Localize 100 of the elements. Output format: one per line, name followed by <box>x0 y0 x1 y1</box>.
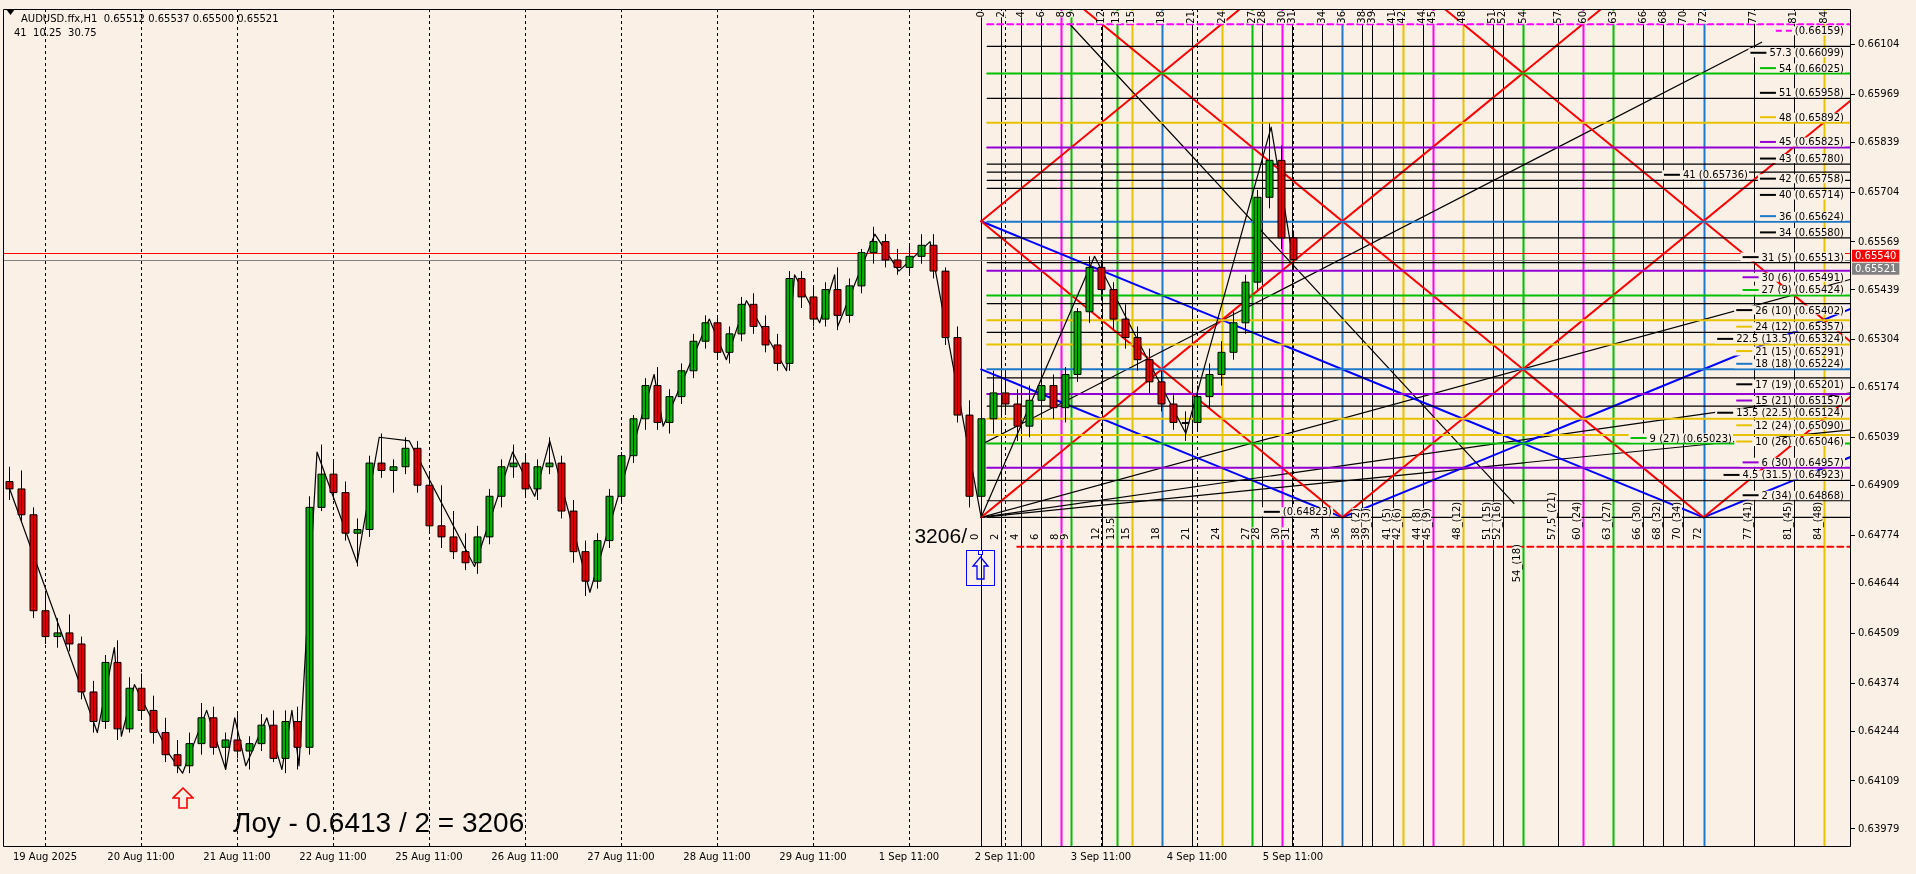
x-tick-label: 4 Sep 11:00 <box>1166 850 1228 862</box>
legend-label: 57.3 (0.66099) <box>1769 47 1845 59</box>
x2-tick-label: 45 <box>1426 11 1438 24</box>
x-tick-label: 27 Aug 11:00 <box>587 850 655 862</box>
y-tick-label: 0.63979 <box>1858 822 1900 834</box>
x2-tick-label: 54 <box>1516 11 1528 24</box>
x2-tick-label: 24 <box>1215 11 1227 24</box>
y-tick-label: 0.64509 <box>1858 626 1900 638</box>
legend-label: (0.64823) <box>1282 506 1333 518</box>
x2-tick-label: 34 <box>1315 11 1327 24</box>
x2-tick-label: 68 <box>1656 11 1668 24</box>
ref-line-label: 0 <box>969 533 981 540</box>
x2-tick-label: 51 <box>1486 11 1498 24</box>
legend-label: 2 (34) (0.64868) <box>1761 489 1845 501</box>
x-tick-label: 1 Sep 11:00 <box>878 850 940 862</box>
ref-line-label: 60_(24) <box>1571 501 1584 540</box>
y-tick-label: 0.65839 <box>1858 135 1900 147</box>
ref-line-label: 15 <box>1119 527 1131 540</box>
x2-tick-label: 28 <box>1255 11 1267 24</box>
ref-line-label: 81_(45) <box>1781 501 1794 540</box>
x2-tick-label: 21 <box>1185 11 1197 24</box>
legend-label: 36 (0.65624) <box>1778 210 1845 222</box>
y-tick-label: 0.65569 <box>1858 235 1900 247</box>
ref-line-label: 63_(27) <box>1601 501 1614 540</box>
text: 41 10.25 30.75 <box>14 27 97 38</box>
legend-label: 54 (0.66025) <box>1778 62 1845 74</box>
y-tick-label: 0.66104 <box>1858 38 1900 50</box>
x2-tick-label: 44 <box>1416 11 1428 24</box>
ref-line-label: 31 <box>1280 527 1292 540</box>
x2-tick-label: 38 <box>1356 11 1368 24</box>
legend-label: 31 (5) (0.65513) <box>1761 251 1845 263</box>
legend-label: 30 (6) (0.65491) <box>1761 271 1845 283</box>
y-tick-label: 0.65174 <box>1858 381 1900 393</box>
x-tick-label: 28 Aug 11:00 <box>683 850 751 862</box>
x2-tick-label: 8 <box>1055 11 1067 18</box>
ref-line-label: 51_(15) <box>1480 501 1493 540</box>
x-tick-label: 21 Aug 11:00 <box>203 850 271 862</box>
ref-line-label: 28 <box>1250 527 1262 540</box>
x2-tick-label: 0 <box>974 11 986 18</box>
legend-label: 13.5 (22.5) (0.65124) <box>1736 407 1845 419</box>
y-tick-label: 0.64774 <box>1858 529 1900 541</box>
legend-label: 45 (0.65825) <box>1778 136 1845 148</box>
x2-tick-label: 36 <box>1335 11 1347 24</box>
y-tick-label: 0.65439 <box>1858 283 1900 295</box>
legend-label: 9 (27) (0.65023) <box>1649 432 1733 444</box>
x2-tick-label: 66 <box>1636 11 1648 24</box>
x-tick-label: 26 Aug 11:00 <box>491 850 559 862</box>
x-tick-label: 5 Sep 11:00 <box>1262 850 1324 862</box>
x2-tick-label: 18 <box>1155 11 1167 24</box>
ref-line-label: 12 <box>1089 527 1101 540</box>
y-tick-label: 0.65039 <box>1858 431 1900 443</box>
legend-label: 42 (0.65758) <box>1778 173 1845 185</box>
ref-line-label: 21 <box>1179 527 1191 540</box>
x2-tick-label: 15 <box>1125 11 1137 24</box>
legend-label: 22.5 (13.5) (0.65324) <box>1736 333 1845 345</box>
x-tick-label: 20 Aug 11:00 <box>107 850 175 862</box>
ref-line-label: 34 <box>1310 527 1322 540</box>
legend-label: 24 (12) (0.65357) <box>1755 321 1845 333</box>
legend-label: 48 (0.65892) <box>1778 111 1845 123</box>
x2-tick-label: 70 <box>1677 11 1689 24</box>
y-tick-label: 0.65969 <box>1858 87 1900 99</box>
x-tick-label: 19 Aug 2025 <box>12 850 78 862</box>
ref-line-label: 41_(5) <box>1380 508 1393 540</box>
y-tick-label: 0.64244 <box>1858 724 1900 736</box>
legend-label: 34 (0.65580) <box>1778 226 1845 238</box>
y-tick-label: 0.65704 <box>1858 185 1900 197</box>
x2-tick-label: 9 <box>1065 11 1077 18</box>
legend-label: 51 (0.65958) <box>1778 87 1845 99</box>
x-tick-label: 29 Aug 11:00 <box>779 850 847 862</box>
y-tick-label: 0.64109 <box>1858 774 1900 786</box>
ref-line-label: 66_(30) <box>1631 501 1644 540</box>
x2-tick-label: 2 <box>994 11 1006 18</box>
x2-tick-label: 63 <box>1606 11 1618 24</box>
x2-tick-label: 81 <box>1787 11 1799 24</box>
x2-tick-label: 48 <box>1456 11 1468 24</box>
x2-tick-label: 6 <box>1034 11 1046 18</box>
legend-label: 43 (0.65780) <box>1778 153 1845 165</box>
x2-tick-label: 27 <box>1245 11 1257 24</box>
ref-line-label: 57,5_(21) <box>1546 492 1559 540</box>
x2-tick-label: 13 <box>1110 11 1122 24</box>
legend-label: 6 (30) (0.64957) <box>1761 456 1845 468</box>
ref-line-label: 44_(8) <box>1410 508 1423 540</box>
ref-line-label: 72 <box>1691 527 1703 540</box>
legend-label: 21 (15) (0.65291) <box>1755 345 1845 357</box>
ref-line-label: 70_(34) <box>1671 501 1684 540</box>
ref-line-label: 39_(3) <box>1360 508 1373 540</box>
annotation: 3206/ <box>914 524 968 547</box>
x2-tick-label: 77 <box>1747 11 1759 24</box>
ref-line-label: 48_(12) <box>1450 501 1463 540</box>
legend-label: 18 (18) (0.65224) <box>1755 358 1845 370</box>
ref-line-label: 2 <box>989 533 1001 540</box>
ref-line-label: 13.5 <box>1104 517 1116 540</box>
ref-line-label: 36 <box>1330 527 1342 540</box>
x2-tick-label: 72 <box>1697 11 1709 24</box>
ref-line-label: 6 <box>1029 533 1041 540</box>
x2-tick-label: 12 <box>1095 11 1107 24</box>
x-tick-label: 2 Sep 11:00 <box>974 850 1036 862</box>
x2-tick-label: 60 <box>1576 11 1588 24</box>
ref-line-label: 8 <box>1049 533 1061 540</box>
ref-line-label: 68_(32) <box>1651 501 1664 540</box>
